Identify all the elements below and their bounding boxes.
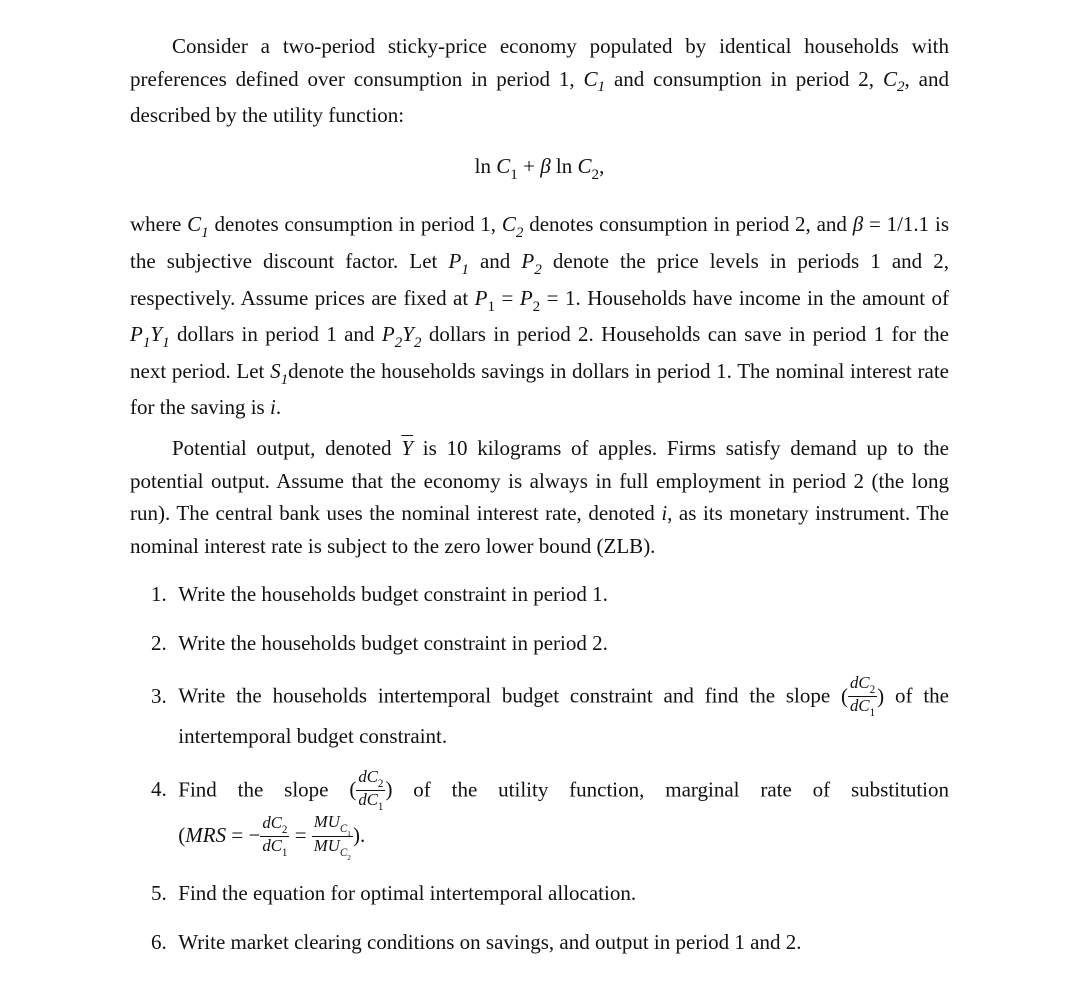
text: and	[469, 249, 522, 273]
sym-p1y1: P1Y1	[130, 322, 170, 346]
frac-dc2dc1: (dC2dC1)	[841, 684, 884, 708]
question-list: Write the households budget constraint i…	[130, 578, 949, 958]
text: .	[276, 395, 281, 419]
paragraph-intro-3: Potential output, denoted Y is 10 kilogr…	[130, 432, 949, 562]
p-eq: P1 = P2 = 1	[475, 286, 576, 310]
question-6: Write market clearing conditions on savi…	[172, 926, 949, 959]
sym-c2: C2	[502, 212, 524, 236]
question-text: Write the households budget constraint i…	[178, 631, 608, 655]
question-text: Find the slope	[178, 777, 349, 801]
text: . Households have income in the amount o…	[575, 286, 949, 310]
text: where	[130, 212, 187, 236]
question-text: Write the households budget constraint i…	[178, 582, 608, 606]
sym-c1: C1	[583, 67, 605, 91]
sym-p1: P1	[449, 249, 469, 273]
sym-ybar: Y	[401, 436, 413, 460]
sym-c2: C2	[883, 67, 905, 91]
question-2: Write the households budget constraint i…	[172, 627, 949, 660]
text: dollars in period 1 and	[170, 322, 382, 346]
question-text: Find the equation for optimal intertempo…	[178, 881, 636, 905]
eq-text: ln C1 + β ln C2,	[475, 154, 605, 178]
question-1: Write the households budget constraint i…	[172, 578, 949, 611]
sym-c1: C1	[187, 212, 209, 236]
question-text: Write market clearing conditions on savi…	[178, 930, 801, 954]
sym-p2: P2	[521, 249, 541, 273]
question-text: of the utility function, marginal rate o…	[392, 777, 949, 801]
sym-p2y2: P2Y2	[382, 322, 422, 346]
text: and consumption in period 2,	[605, 67, 883, 91]
question-text: Write the households intertemporal budge…	[178, 684, 841, 708]
question-4: Find the slope (dC2dC1) of the utility f…	[172, 769, 949, 862]
question-5: Find the equation for optimal intertempo…	[172, 877, 949, 910]
question-3: Write the households intertemporal budge…	[172, 675, 949, 753]
text: Potential output, denoted	[172, 436, 401, 460]
sym-s1: S1	[270, 359, 288, 383]
utility-equation: ln C1 + β ln C2,	[130, 150, 949, 187]
text: denotes consumption in period 2, and	[523, 212, 852, 236]
frac-dc2dc1: (dC2dC1)	[349, 777, 392, 801]
paragraph-intro-1: Consider a two-period sticky-price econo…	[130, 30, 949, 132]
mrs-eq: (MRS = −dC2dC1 = MUC1MUC2).	[178, 823, 365, 847]
beta-eq: β = 1/1.1	[853, 212, 930, 236]
page: Consider a two-period sticky-price econo…	[0, 0, 1079, 1004]
paragraph-intro-2: where C1 denotes consumption in period 1…	[130, 208, 949, 424]
text: denotes consumption in period 1,	[209, 212, 502, 236]
